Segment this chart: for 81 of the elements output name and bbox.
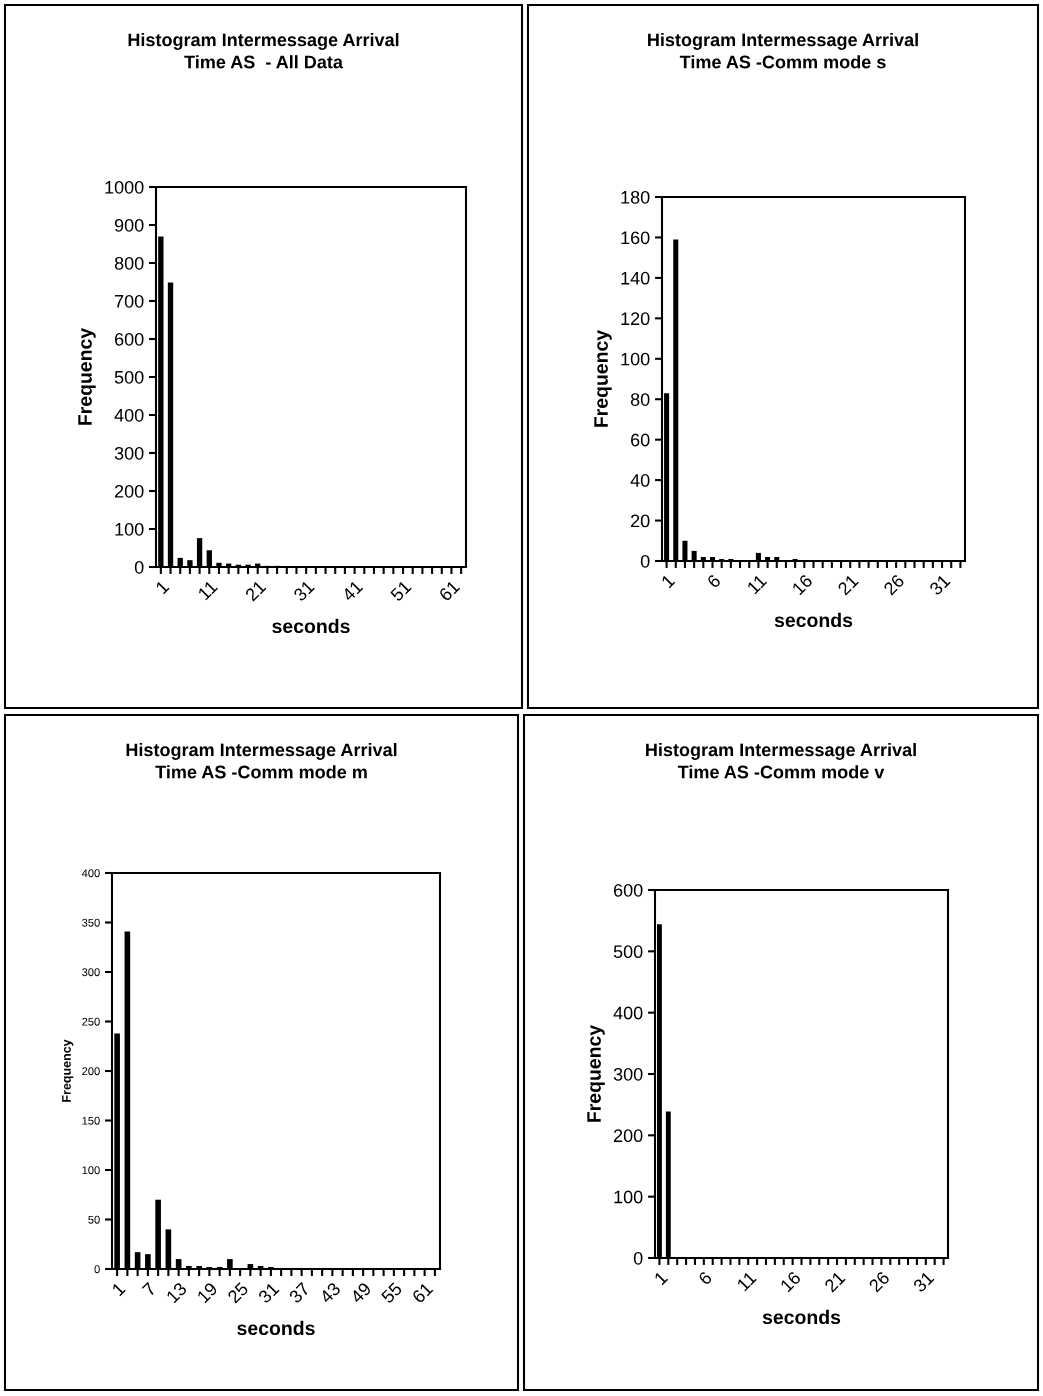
y-tick-label: 400: [81, 869, 100, 878]
y-tick-label: 100: [621, 352, 650, 366]
x-tick-label: 21: [244, 579, 267, 602]
y-tick-label: 800: [114, 256, 144, 270]
y-tick-label: 400: [114, 408, 144, 422]
x-tick-label: 31: [928, 573, 951, 596]
x-tick-label: 37: [288, 1281, 311, 1304]
y-tick-label: 300: [613, 1067, 643, 1081]
y-tick-label: 300: [82, 968, 100, 977]
y-tick-label: 400: [613, 1006, 643, 1020]
x-axis-title: seconds: [762, 1309, 841, 1325]
x-tick-label: 21: [823, 1270, 846, 1293]
y-tick-label: 300: [114, 446, 144, 460]
x-tick-label: 51: [389, 579, 412, 602]
x-tick-label: 19: [196, 1281, 219, 1304]
x-tick-label: 43: [318, 1281, 342, 1305]
y-axis-title: Frequency: [62, 1039, 74, 1102]
x-tick-label: 31: [257, 1281, 280, 1304]
y-tick-label: 60: [631, 433, 650, 447]
y-tick-label: 100: [115, 522, 144, 536]
y-tick-label: 0: [94, 1265, 100, 1274]
y-tick-label: 100: [614, 1190, 643, 1204]
x-tick-label: 25: [226, 1281, 249, 1304]
x-tick-label: 26: [882, 573, 905, 596]
y-tick-label: 1000: [105, 180, 144, 194]
y-tick-label: 120: [621, 312, 650, 326]
x-tick-label: 26: [868, 1270, 891, 1293]
x-tick-label: 55: [380, 1281, 403, 1304]
x-axis-title: seconds: [774, 612, 853, 628]
y-tick-label: 200: [613, 1129, 643, 1143]
chart-title: Histogram Intermessage Arrival Time AS -Comm mode v: [646, 743, 916, 779]
y-tick-label: 0: [633, 1251, 643, 1265]
y-tick-label: 200: [114, 484, 144, 498]
x-tick-label: 16: [779, 1270, 802, 1293]
y-tick-label: 700: [115, 294, 144, 308]
chart-title: Histogram Intermessage Arrival Time AS -Comm mode m: [126, 743, 397, 779]
y-tick-label: 600: [114, 332, 144, 346]
x-tick-label: 7: [141, 1281, 157, 1297]
y-tick-label: 0: [640, 554, 650, 568]
x-tick-label: 13: [165, 1281, 188, 1304]
x-tick-label: 31: [292, 579, 315, 602]
y-tick-label: 0: [134, 560, 144, 574]
y-axis-title: Frequency: [78, 327, 96, 425]
x-tick-label: 21: [837, 573, 859, 596]
y-tick-label: 350: [82, 918, 100, 927]
y-tick-label: 80: [630, 393, 650, 406]
y-tick-label: 20: [631, 514, 650, 528]
y-tick-label: 500: [114, 370, 144, 384]
x-tick-label: 61: [411, 1281, 434, 1304]
x-tick-label: 16: [791, 573, 814, 596]
y-tick-label: 50: [88, 1215, 100, 1224]
x-tick-label: 61: [438, 579, 461, 602]
y-tick-label: 250: [82, 1017, 100, 1026]
chart-title: Histogram Intermessage Arrival Time AS -Comm mode s: [648, 33, 918, 69]
y-tick-label: 200: [82, 1067, 100, 1076]
x-tick-label: 31: [912, 1270, 935, 1293]
x-tick-label: 11: [736, 1270, 757, 1292]
y-axis-title: Frequency: [594, 329, 612, 427]
x-axis-title: seconds: [237, 1320, 315, 1336]
x-tick-label: 1: [660, 573, 676, 589]
y-tick-label: 40: [630, 474, 650, 487]
x-axis-title: seconds: [272, 618, 350, 634]
x-tick-label: 49: [349, 1281, 372, 1305]
y-tick-label: 500: [613, 945, 643, 959]
x-tick-label: 1: [155, 579, 170, 595]
x-tick-label: 41: [341, 579, 364, 602]
x-tick-label: 1: [111, 1281, 126, 1297]
x-tick-label: 11: [197, 579, 218, 601]
y-tick-label: 180: [621, 190, 650, 204]
chart-title: Histogram Intermessage Arrival Time AS - All Data: [128, 33, 399, 69]
x-tick-label: 6: [706, 573, 722, 589]
y-tick-label: 900: [114, 218, 144, 232]
x-tick-label: 1: [653, 1270, 669, 1286]
y-axis-title: Frequency: [587, 1024, 605, 1122]
y-tick-label: 100: [82, 1166, 100, 1175]
x-tick-label: 11: [746, 573, 768, 595]
x-tick-label: 6: [697, 1270, 713, 1286]
y-tick-label: 140: [621, 271, 650, 285]
y-tick-label: 160: [621, 231, 650, 245]
y-tick-label: 600: [613, 883, 643, 897]
y-tick-label: 150: [82, 1116, 100, 1125]
